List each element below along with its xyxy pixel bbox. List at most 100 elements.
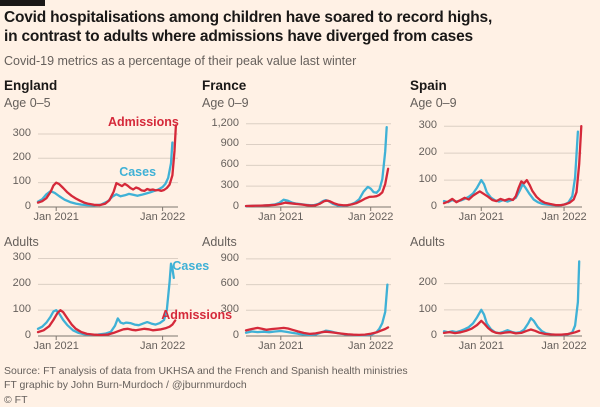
chart-subtitle: Covid-19 metrics as a percentage of thei… [4,53,357,68]
chart-head: Adults [4,235,202,249]
chart-canvas [36,124,178,211]
chart-body: 0 300 600 900 1,200 [202,117,410,212]
country-label: Spain [410,77,447,93]
chart-spain-adults: Adults 0 100 200 Jan 2021 Jan 2022 [410,232,592,355]
x-axis-labels: Jan 2021 Jan 2022 [246,210,410,226]
y-axis-tick-label: 1,200 [211,116,239,129]
country-label: France [202,77,247,93]
age-group-label: Adults [410,234,445,249]
chart-head: Spain Age 0–9 [410,78,592,110]
chart-title-line1: Covid hospitalisations among children ha… [4,9,493,26]
y-axis-tick-label: 900 [220,137,239,150]
y-axis-tick-label: 300 [220,303,239,316]
y-axis-labels: 0 300 600 900 [202,252,246,341]
chart-footer: Source: FT analysis of data from UKHSA a… [4,364,596,407]
chart-head: Adults [410,235,592,249]
y-axis-tick-label: 100 [418,302,437,315]
y-axis-tick-label: 300 [12,251,31,264]
y-axis-tick-label: 600 [220,158,239,171]
source-note: Source: FT analysis of data from UKHSA a… [4,364,408,377]
age-group-label: Adults [202,234,237,249]
y-axis-tick-label: 0 [232,199,239,212]
x-axis-tick-label: Jan 2022 [139,339,186,352]
chart-canvas [36,257,178,340]
chart-canvas [442,260,582,340]
x-axis-tick-label: Jan 2022 [541,339,587,352]
credit-note: FT graphic by John Burn-Murdoch / @jburn… [4,379,247,392]
series-line-cases [442,130,580,207]
x-axis-tick-label: Jan 2022 [541,210,587,223]
chart-france-children: France Age 0–9 0 300 600 900 1,200 Jan 2021 J… [202,78,410,226]
y-axis-tick-label: 600 [220,277,239,290]
chart-england-children: England Age 0–5 0 100 200 300 Admissions Cas… [4,78,202,226]
y-axis-labels: 0 100 200 300 [410,119,444,212]
ft-top-bar [0,0,45,6]
x-axis-tick-label: Jan 2022 [139,210,186,223]
series-label-cases: Cases [172,258,210,273]
x-axis-tick-label: Jan 2021 [458,339,504,352]
chart-france-adults: Adults 0 300 600 900 Jan 2021 Jan 2022 [202,232,410,355]
y-axis-tick-label: 300 [12,126,31,139]
series-line-admissions [442,319,581,336]
y-axis-tick-label: 200 [418,145,437,158]
chart-body: 0 100 200 300 [410,119,592,212]
series-line-admissions [36,308,177,336]
series-line-admissions [442,124,583,207]
charts-row-children: England Age 0–5 0 100 200 300 Admissions Cas… [4,78,596,226]
y-axis-tick-label: 200 [12,151,31,164]
y-axis-labels: 0 100 200 300 [4,251,38,340]
x-axis-tick-label: Jan 2021 [33,339,79,352]
y-axis-tick-label: 0 [232,328,239,341]
chart-canvas [442,124,583,211]
series-label-cases: Cases [119,164,157,179]
age-group-label: Age 0–5 [4,95,51,110]
chart-body: 0 100 200 300 Cases Admissions [4,251,232,340]
y-axis-labels: 0 300 600 900 1,200 [202,117,246,212]
x-axis-tick-label: Jan 2021 [33,210,79,223]
y-axis-tick-label: 200 [418,276,437,289]
series-line-admissions [244,326,390,336]
chart-title-line2: in contrast to adults where admissions h… [4,27,473,45]
x-axis-tick-label: Jan 2022 [348,210,394,223]
x-axis-tick-label: Jan 2022 [348,339,394,352]
x-axis-labels: Jan 2021 Jan 2022 [246,339,410,355]
series-line-cases [244,125,388,208]
y-axis-tick-label: 0 [430,199,437,212]
y-axis-tick-label: 900 [220,251,239,264]
age-group-label: Age 0–9 [410,95,457,110]
y-axis-tick-label: 100 [418,172,437,185]
chart-canvas [244,123,391,211]
x-axis-labels: Jan 2021 Jan 2022 [34,210,202,226]
series-line-cases [36,262,175,336]
chart-head: France Age 0–9 [202,78,410,110]
x-axis-labels: Jan 2021 Jan 2022 [444,339,592,355]
series-line-cases [442,260,581,336]
age-group-label: Adults [4,234,39,249]
chart-canvas [244,258,391,340]
charts-row-adults: Adults 0 100 200 300 Cases Admissions Jan 20… [4,232,596,355]
y-axis-tick-label: 100 [12,175,31,188]
plot-area: Admissions Cases [36,115,179,211]
x-axis-labels: Jan 2021 Jan 2022 [34,339,202,355]
plot-area [442,123,583,211]
x-axis-tick-label: Jan 2021 [258,339,304,352]
chart-title: Covid hospitalisations among children ha… [4,9,596,47]
plot-area [244,258,391,340]
chart-body: 0 100 200 [410,258,592,341]
y-axis-tick-label: 300 [418,119,437,132]
x-axis-tick-label: Jan 2021 [458,210,504,223]
x-axis-tick-label: Jan 2021 [258,210,304,223]
series-label-admissions: Admissions [161,307,233,322]
x-axis-labels: Jan 2021 Jan 2022 [444,210,592,226]
y-axis-tick-label: 0 [24,328,31,341]
series-label-admissions: Admissions [108,114,179,129]
series-line-admissions [244,167,390,207]
y-axis-tick-label: 0 [430,328,437,341]
chart-spain-children: Spain Age 0–9 0 100 200 300 Jan 2021 Jan 202… [410,78,592,226]
age-group-label: Age 0–9 [202,95,249,110]
plot-area: Cases Admissions [36,257,232,340]
chart-body: 0 100 200 300 Admissions Cases [4,115,202,212]
plot-area [442,258,582,340]
